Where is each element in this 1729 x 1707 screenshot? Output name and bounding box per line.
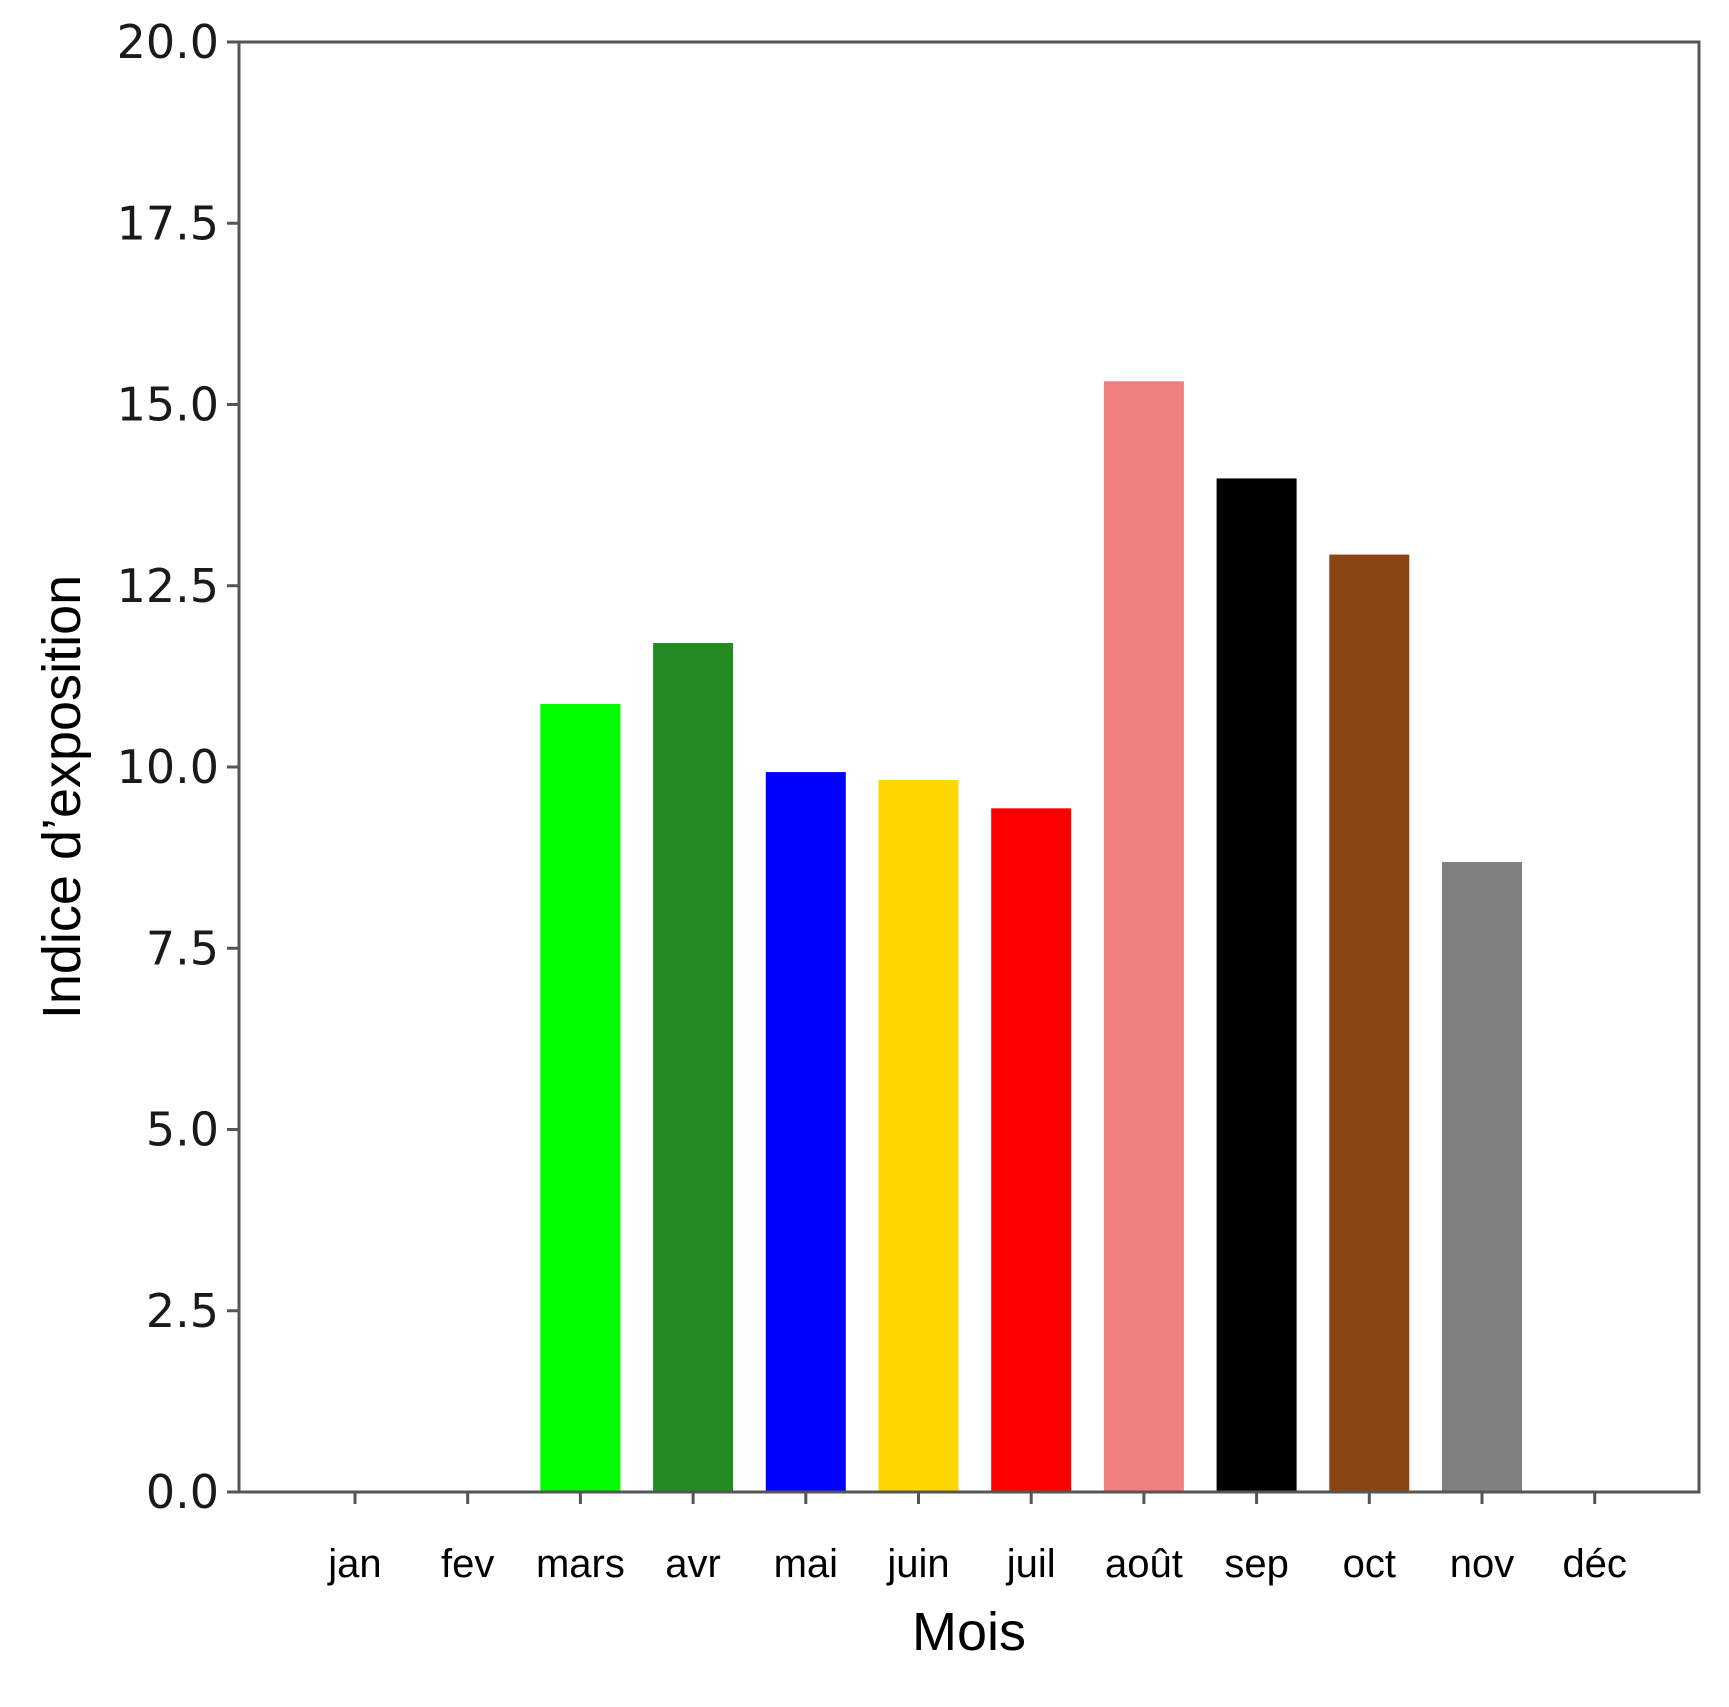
bar-mars xyxy=(540,703,621,1492)
x-tick-label-sep: sep xyxy=(1224,1542,1289,1586)
x-tick-label-juil: juil xyxy=(1006,1542,1056,1586)
y-tick-label: 20.0 xyxy=(117,15,219,69)
x-tick-label-juin: juin xyxy=(886,1542,949,1586)
y-tick-label: 2.5 xyxy=(146,1284,219,1338)
bar-août xyxy=(1103,381,1184,1492)
y-axis-title: Indice d’exposition xyxy=(32,575,92,1019)
x-axis: jan fev mars avr mai juin juil août sep oct nov déc xyxy=(327,1492,1627,1586)
y-tick-label: 0.0 xyxy=(146,1465,219,1519)
y-tick-label: 15.0 xyxy=(117,378,219,432)
x-tick-label-mai: mai xyxy=(774,1542,838,1586)
x-tick-label-déc: déc xyxy=(1562,1542,1627,1586)
y-tick-label: 10.0 xyxy=(117,740,219,794)
x-tick-label-fev: fev xyxy=(441,1542,494,1586)
bars xyxy=(540,381,1522,1492)
bar-sep xyxy=(1216,478,1297,1492)
y-tick-label: 7.5 xyxy=(146,921,219,975)
bar-avr xyxy=(653,643,734,1492)
x-axis-title: Mois xyxy=(912,1602,1026,1662)
x-tick-label-avr: avr xyxy=(665,1542,721,1586)
y-tick-label: 12.5 xyxy=(117,559,219,613)
bar-juil xyxy=(991,808,1072,1492)
bar-juin xyxy=(878,780,959,1492)
y-tick-label: 5.0 xyxy=(146,1103,219,1157)
bar-oct xyxy=(1329,554,1410,1492)
x-tick-label-nov: nov xyxy=(1450,1542,1515,1586)
x-tick-label-jan: jan xyxy=(327,1542,381,1586)
x-tick-label-mars: mars xyxy=(536,1542,625,1586)
y-axis: 0.0 2.5 5.0 7.5 10.0 12.5 15.0 17.5 20.0 xyxy=(117,15,239,1519)
y-tick-label: 17.5 xyxy=(117,196,219,250)
bar-nov xyxy=(1442,861,1522,1492)
bar-mai xyxy=(765,772,846,1492)
x-tick-label-oct: oct xyxy=(1343,1542,1396,1586)
x-tick-label-août: août xyxy=(1105,1542,1183,1586)
